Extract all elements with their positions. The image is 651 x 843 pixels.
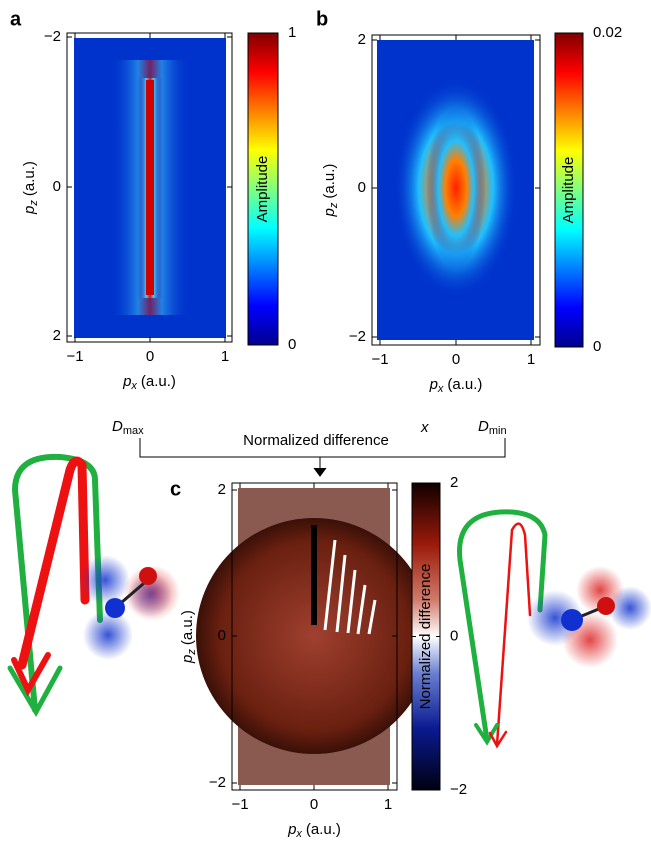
- trajectory-right: [457, 509, 548, 749]
- colorbar-tick-label: 0: [593, 338, 601, 355]
- y-axis-label: pz (a.u.): [321, 164, 340, 218]
- y-axis-label: pz (a.u.): [179, 610, 198, 664]
- x-axis-subscript: x: [437, 383, 444, 395]
- y-tick-label: −2: [44, 28, 61, 45]
- panel-label: a: [10, 8, 22, 30]
- y-tick-label: 2: [53, 327, 61, 344]
- colorbar-tick-label: 2: [450, 474, 458, 491]
- y-tick-label: 2: [358, 31, 366, 48]
- panel-label: c: [170, 478, 181, 500]
- y-axis-symbol: p: [179, 655, 196, 664]
- colorbar-tick-label: 0: [450, 627, 458, 644]
- colorbar: [554, 32, 584, 348]
- x-axis-label: px (a.u.): [287, 821, 341, 840]
- y-tick-label: 2: [218, 481, 226, 498]
- x-axis-symbol: p: [287, 821, 296, 838]
- d-min-subscript: min: [489, 425, 507, 437]
- x-axis-label: px (a.u.): [122, 373, 176, 392]
- y-axis-unit: (a.u.): [321, 164, 338, 199]
- trajectory-left: [7, 453, 103, 718]
- y-axis-subscript: z: [28, 200, 40, 207]
- y-axis-unit: (a.u.): [179, 610, 196, 645]
- y-axis-subscript: z: [186, 649, 198, 656]
- heatmap-c: [196, 488, 432, 785]
- d-max: Dmax: [112, 418, 144, 437]
- x-axis-unit: (a.u.): [141, 373, 176, 390]
- y-tick-label: 0: [358, 179, 366, 196]
- colorbar-tick-label: 1: [288, 24, 296, 41]
- y-axis-symbol: p: [21, 206, 38, 215]
- d-min: Dmin: [478, 418, 507, 437]
- schematic-axis: x: [420, 419, 429, 436]
- colorbar-label: Normalized difference: [417, 564, 434, 710]
- y-axis-label: pz (a.u.): [21, 161, 40, 215]
- x-tick-label: −1: [371, 351, 388, 368]
- x-axis-subscript: x: [130, 380, 137, 392]
- y-axis-unit: (a.u.): [21, 161, 38, 196]
- molecule-left: [80, 555, 180, 660]
- heatmap-a: [74, 38, 226, 338]
- x-tick-label: 1: [384, 796, 392, 813]
- x-tick-label: 1: [527, 351, 535, 368]
- d-max-symbol: D: [112, 418, 123, 435]
- panel: c−1 0 120−2px (a.u.)pz(a.u.)−202Normalized …: [170, 474, 467, 840]
- connector: [139, 438, 506, 477]
- colorbar: [247, 32, 279, 346]
- y-tick-label: −2: [349, 328, 366, 345]
- d-max-subscript: max: [123, 425, 144, 437]
- x-axis-subscript: x: [295, 828, 302, 840]
- y-tick-label: −2: [209, 774, 226, 791]
- schematic-title: Normalized difference: [243, 432, 389, 449]
- colorbar-tick-label: 0: [288, 336, 296, 353]
- x-tick-label: 0: [310, 796, 318, 813]
- y-tick-label: 0: [218, 627, 226, 644]
- x-axis-symbol: p: [122, 373, 131, 390]
- x-tick-label: 0: [452, 351, 460, 368]
- colorbar-tick-label: −2: [450, 781, 467, 798]
- y-axis-subscript: z: [328, 202, 340, 209]
- colorbar-label: Amplitude: [254, 156, 271, 223]
- molecule-right: [527, 566, 651, 668]
- panel-label: b: [316, 8, 328, 30]
- d-min-symbol: D: [478, 418, 489, 435]
- x-tick-label: −1: [66, 348, 83, 365]
- x-tick-label: 0: [146, 348, 154, 365]
- y-tick-label: 0: [53, 178, 61, 195]
- x-axis-unit: (a.u.): [447, 376, 482, 393]
- heatmap-b: [377, 40, 534, 340]
- x-tick-label: −1: [231, 796, 248, 813]
- colorbar-tick-label: 0.02: [593, 24, 622, 41]
- y-axis-symbol: p: [321, 208, 338, 217]
- x-tick-label: 1: [221, 348, 229, 365]
- colorbar-label: Amplitude: [560, 157, 577, 224]
- x-axis-symbol: p: [429, 376, 438, 393]
- x-axis-unit: (a.u.): [306, 821, 341, 838]
- x-axis-label: px (a.u.): [429, 376, 483, 395]
